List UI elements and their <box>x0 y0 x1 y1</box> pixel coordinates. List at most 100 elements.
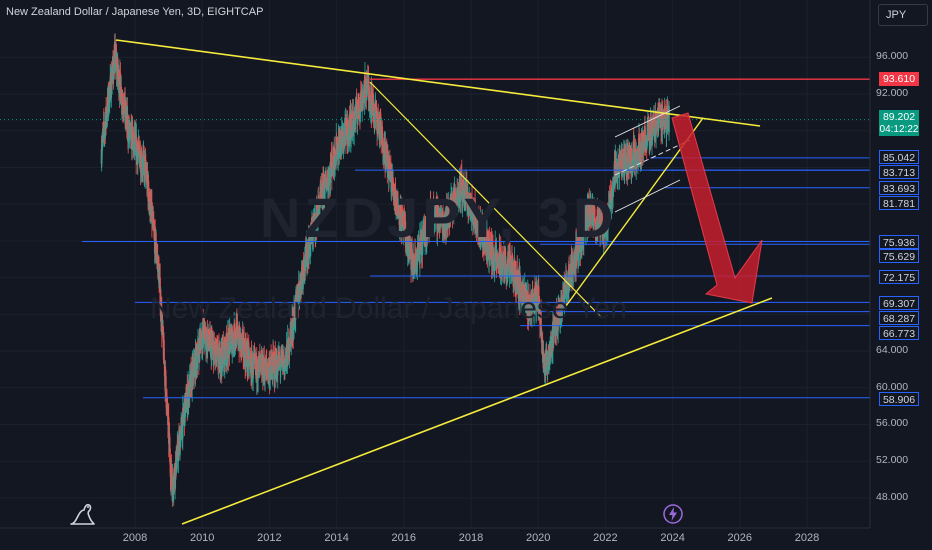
tradingview-logo-icon[interactable] <box>68 500 96 528</box>
candle-body <box>658 111 661 123</box>
candle-body <box>655 112 657 135</box>
candle-body <box>314 213 316 219</box>
candle-body <box>111 75 113 82</box>
level-price-label: 69.307 <box>879 296 919 310</box>
candle-body <box>213 341 215 350</box>
upper-trendline <box>115 39 761 127</box>
candle-body <box>266 361 268 368</box>
candle-body <box>665 127 668 133</box>
candle-body <box>381 133 384 153</box>
candle-body <box>549 350 551 358</box>
candle-body <box>524 283 526 298</box>
candle-body <box>277 363 279 376</box>
candle-body <box>424 221 427 240</box>
candle-body <box>588 201 591 221</box>
level-price-label: 83.693 <box>879 181 919 195</box>
candle-body <box>163 362 166 377</box>
price-tick: 56.000 <box>876 417 909 430</box>
candle-body <box>231 341 233 353</box>
candle-body <box>385 150 387 168</box>
current-price-label: 89.202 <box>879 109 919 124</box>
candle-body <box>104 120 107 136</box>
candle-body <box>480 223 482 227</box>
candle-body <box>165 391 167 408</box>
candle-body <box>516 269 518 286</box>
candle-body <box>475 217 477 227</box>
price-tick: 64.000 <box>876 344 909 357</box>
candle-body <box>347 123 350 135</box>
candle-body <box>163 359 166 363</box>
candle-body <box>558 314 560 322</box>
candle-body <box>433 213 435 225</box>
level-price-label: 83.713 <box>879 165 919 179</box>
candle-body <box>366 88 368 96</box>
candle-body <box>526 290 528 308</box>
candle-body <box>607 205 610 217</box>
candle-body <box>546 364 549 374</box>
candle-body <box>382 150 384 159</box>
time-tick: 2016 <box>391 532 417 544</box>
candle-body <box>233 322 236 345</box>
bar-countdown: 04:12:22 <box>879 122 919 136</box>
candle-body <box>138 147 141 154</box>
candle-body <box>147 180 150 199</box>
candle-body <box>392 181 395 193</box>
bearish-arrow <box>671 112 763 304</box>
candle-body <box>240 333 242 336</box>
channel-line-mid <box>614 139 691 176</box>
candle-body <box>170 464 173 486</box>
time-tick: 2010 <box>189 532 215 544</box>
level-price-label: 75.936 <box>879 235 919 249</box>
candle-body <box>515 270 517 290</box>
candle-body <box>280 362 282 368</box>
currency-button[interactable]: JPY <box>878 4 928 26</box>
candle-body <box>419 237 421 264</box>
level-price-label: 72.175 <box>879 270 919 284</box>
candle-body <box>213 348 215 366</box>
candle-body <box>598 210 600 229</box>
candle-body <box>638 134 640 155</box>
candle-body <box>274 376 276 380</box>
candle-body <box>211 344 214 347</box>
candle-body <box>326 180 328 188</box>
candle-body <box>264 373 266 382</box>
candle-body <box>421 237 424 254</box>
candle-body <box>539 318 541 325</box>
candle-body <box>299 273 302 289</box>
candle-body <box>176 459 178 470</box>
candle-body <box>328 173 331 186</box>
candle-body <box>609 198 611 214</box>
candle-body <box>478 217 480 240</box>
flash-icon[interactable] <box>662 503 684 525</box>
candle-body <box>356 116 359 125</box>
candle-body <box>310 235 312 246</box>
level-price-label: 75.629 <box>879 249 919 263</box>
candle-body <box>165 376 167 392</box>
candle-body <box>409 243 412 246</box>
level-price-label: 66.773 <box>879 326 919 340</box>
candlestick-series <box>100 33 670 507</box>
price-tick: 52.000 <box>876 454 909 467</box>
candle-body <box>538 295 540 303</box>
resistance-price-label: 93.610 <box>879 72 919 87</box>
candle-body <box>347 119 349 145</box>
candle-body <box>193 360 196 377</box>
watermark-symbol: NZDJPY, 3D <box>260 186 618 249</box>
candle-body <box>414 253 416 258</box>
candle-body <box>253 358 255 365</box>
time-tick: 2024 <box>660 532 685 544</box>
candle-body <box>197 346 199 358</box>
candle-body <box>352 113 355 122</box>
level-price-label: 68.287 <box>879 311 919 325</box>
time-tick: 2028 <box>794 532 820 544</box>
candle-body <box>195 346 198 355</box>
candle-body <box>269 368 271 379</box>
price-tick: 48.000 <box>876 490 909 503</box>
chart-title[interactable]: New Zealand Dollar / Japanese Yen, 3D, E… <box>6 6 264 18</box>
candle-body <box>155 241 158 258</box>
candle-body <box>229 328 231 338</box>
candle-body <box>634 147 636 153</box>
candle-body <box>192 366 194 379</box>
candle-body <box>502 262 504 270</box>
